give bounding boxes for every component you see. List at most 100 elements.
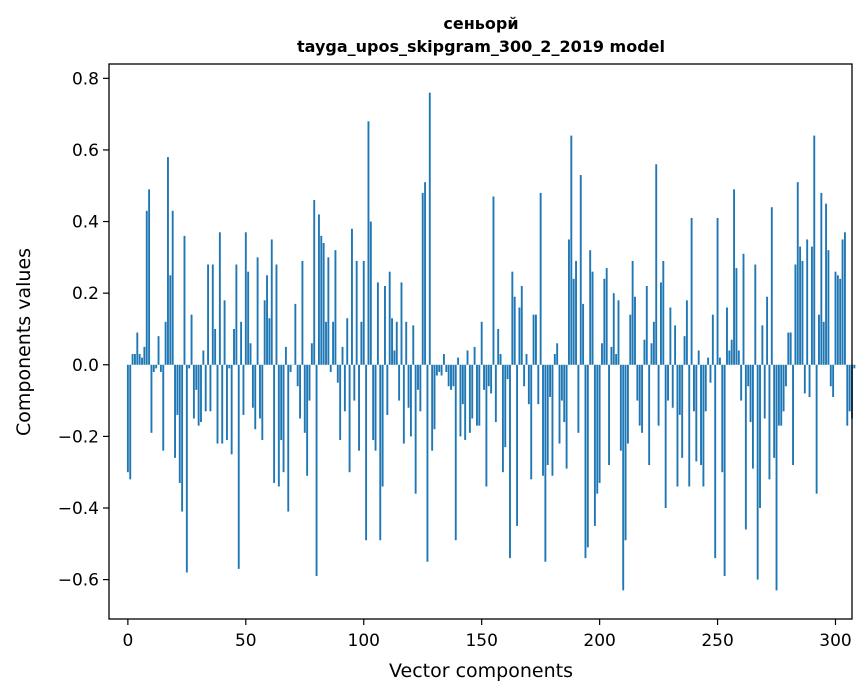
bar-115 xyxy=(398,364,401,401)
bar-229 xyxy=(667,364,669,401)
bar-303 xyxy=(841,239,844,365)
bar-106 xyxy=(376,282,379,365)
bar-175 xyxy=(539,192,542,365)
bar-265 xyxy=(751,364,754,469)
bar-253 xyxy=(723,364,726,577)
bar-142 xyxy=(461,364,464,405)
bar-8 xyxy=(145,210,148,365)
bar-257 xyxy=(733,189,736,365)
bar-116 xyxy=(400,282,403,365)
bar-203 xyxy=(605,268,608,365)
bar-179 xyxy=(549,364,552,397)
bar-198 xyxy=(593,364,596,526)
bar-284 xyxy=(796,182,799,365)
bar-107 xyxy=(379,364,382,541)
bar-225 xyxy=(657,364,660,426)
bar-114 xyxy=(395,321,398,365)
bar-186 xyxy=(565,364,568,469)
bar-41 xyxy=(223,300,226,365)
bar-266 xyxy=(754,264,757,365)
bar-262 xyxy=(744,364,747,530)
bar-11 xyxy=(152,364,155,372)
bar-219 xyxy=(643,339,646,365)
bar-66 xyxy=(282,364,285,473)
bar-134 xyxy=(443,354,445,365)
bar-278 xyxy=(782,364,785,412)
bar-143 xyxy=(464,364,467,440)
bar-57 xyxy=(261,364,264,440)
bar-194 xyxy=(584,364,587,559)
bar-5 xyxy=(138,354,141,365)
bar-26 xyxy=(188,364,191,369)
bar-54 xyxy=(254,364,257,430)
bar-51 xyxy=(247,271,250,365)
bar-91 xyxy=(341,346,344,365)
bar-140 xyxy=(457,357,460,365)
bar-133 xyxy=(440,364,443,376)
bar-131 xyxy=(435,364,438,376)
bar-111 xyxy=(388,271,391,365)
bar-67 xyxy=(284,346,287,365)
bar-226 xyxy=(660,282,662,365)
bar-197 xyxy=(591,271,594,365)
bar-27 xyxy=(190,314,193,365)
bar-144 xyxy=(466,350,469,365)
bar-163 xyxy=(511,271,514,365)
bar-103 xyxy=(369,221,372,365)
bar-236 xyxy=(683,336,686,365)
bar-81 xyxy=(317,214,320,365)
bar-95 xyxy=(351,228,353,365)
bar-228 xyxy=(664,364,667,508)
bar-145 xyxy=(468,364,471,433)
bar-166 xyxy=(518,307,521,365)
bar-270 xyxy=(763,364,766,419)
x-axis-label: Vector components xyxy=(389,660,573,682)
bar-274 xyxy=(773,364,776,458)
bar-88 xyxy=(334,250,337,365)
bar-250 xyxy=(716,217,719,365)
bar-94 xyxy=(348,364,351,473)
bar-170 xyxy=(527,364,530,405)
bar-21 xyxy=(176,364,179,415)
bar-7 xyxy=(143,346,146,365)
bar-109 xyxy=(384,286,386,365)
bar-183 xyxy=(558,364,561,444)
bar-17 xyxy=(167,157,169,365)
bar-237 xyxy=(685,300,688,365)
bar-276 xyxy=(777,364,780,426)
bar-146 xyxy=(471,364,474,419)
bar-279 xyxy=(785,364,787,387)
bar-157 xyxy=(497,328,500,365)
bar-43 xyxy=(228,364,231,369)
bar-87 xyxy=(332,321,335,365)
bar-252 xyxy=(721,364,724,473)
bar-263 xyxy=(747,364,750,387)
bar-294 xyxy=(820,192,823,365)
bar-196 xyxy=(589,250,592,365)
bar-50 xyxy=(244,232,247,365)
bar-241 xyxy=(695,364,698,462)
bar-136 xyxy=(447,364,450,387)
bar-40 xyxy=(221,364,224,444)
bar-188 xyxy=(570,135,573,365)
bar-15 xyxy=(162,364,165,451)
bar-255 xyxy=(728,350,731,365)
bar-96 xyxy=(353,364,356,401)
bar-9 xyxy=(148,189,151,365)
bar-201 xyxy=(601,343,603,365)
bar-246 xyxy=(707,357,710,365)
bar-209 xyxy=(619,364,622,451)
bar-108 xyxy=(381,364,384,487)
bar-224 xyxy=(655,164,658,365)
bar-280 xyxy=(787,332,790,365)
bar-0 xyxy=(126,364,129,473)
bar-245 xyxy=(704,364,707,412)
bar-164 xyxy=(513,296,516,365)
bar-305 xyxy=(846,364,849,426)
bar-235 xyxy=(681,364,684,458)
bar-113 xyxy=(393,350,396,365)
bar-58 xyxy=(263,300,266,365)
bar-215 xyxy=(634,296,636,365)
bar-122 xyxy=(414,364,417,494)
bar-248 xyxy=(711,314,714,365)
